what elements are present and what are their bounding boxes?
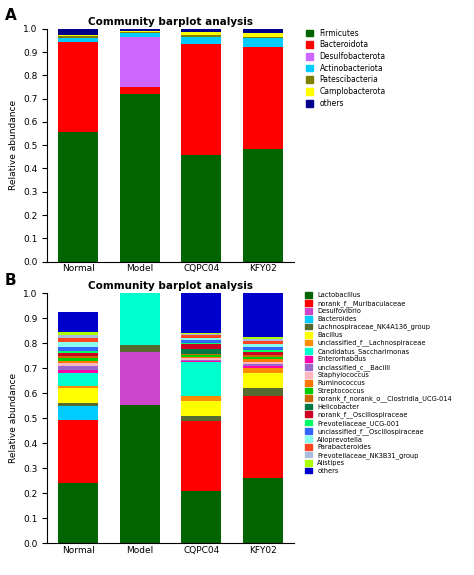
Bar [243,359,283,362]
Bar [243,291,283,337]
Bar [182,349,221,354]
Bar [243,352,283,355]
Bar [182,344,221,349]
Bar [58,388,98,403]
Bar [182,29,221,32]
Bar [182,32,221,35]
Bar [120,291,160,292]
Bar [243,47,283,149]
Bar [243,37,283,38]
Bar [243,478,283,543]
Bar [58,358,98,361]
Bar [243,149,283,262]
Bar [182,401,221,416]
Bar [182,396,221,401]
Bar [182,358,221,359]
Bar [182,343,221,344]
Bar [58,38,98,41]
Bar [58,338,98,342]
Bar [58,29,98,34]
Text: B: B [5,273,17,288]
Bar [243,38,283,47]
Bar [58,406,98,420]
Bar [243,342,283,344]
Bar [182,332,221,333]
Bar [243,368,283,373]
Bar [182,335,221,338]
Bar [120,94,160,262]
Bar [243,366,283,368]
Bar [120,29,160,31]
Bar [58,361,98,363]
Bar [182,35,221,37]
Bar [182,416,221,421]
Bar [58,342,98,347]
Bar [182,37,221,44]
Y-axis label: Relative abundance: Relative abundance [9,373,18,463]
Bar [182,357,221,358]
Bar [58,373,98,386]
Bar [243,344,283,347]
Title: Community barplot analysis: Community barplot analysis [88,281,253,291]
Bar [120,33,160,37]
Bar [182,361,221,362]
Bar [58,420,98,484]
Bar [58,363,98,366]
Bar [243,29,283,33]
Bar [182,293,221,332]
Bar [58,353,98,356]
Bar [58,386,98,388]
Bar [243,356,283,359]
Bar [182,421,221,491]
Bar [243,355,283,356]
Legend: Firmicutes, Bacteroidota, Desulfobacterota, Actinobacteriota, Patescibacteria, C: Firmicutes, Bacteroidota, Desulfobactero… [305,28,387,109]
Bar [58,366,98,370]
Bar [182,491,221,543]
Bar [243,388,283,396]
Bar [243,33,283,37]
Bar [58,356,98,358]
Bar [58,335,98,338]
Bar [243,337,283,339]
Bar [58,370,98,373]
Bar [182,334,221,335]
Bar [182,362,221,396]
Title: Community barplot analysis: Community barplot analysis [88,17,253,26]
Bar [243,339,283,342]
Text: A: A [5,8,17,23]
Bar [182,155,221,262]
Bar [243,396,283,478]
Bar [58,34,98,36]
Bar [243,373,283,388]
Bar [58,312,98,332]
Bar [58,484,98,543]
Bar [182,44,221,155]
Bar [120,352,160,405]
Bar [58,36,98,38]
Bar [243,350,283,352]
Y-axis label: Relative abundance: Relative abundance [9,100,18,190]
Bar [58,332,98,335]
Bar [120,87,160,94]
Bar [182,354,221,355]
Bar [120,292,160,344]
Bar [243,364,283,366]
Bar [58,41,98,132]
Bar [243,347,283,350]
Bar [120,344,160,352]
Bar [58,351,98,353]
Bar [182,340,221,343]
Bar [120,32,160,33]
Bar [120,37,160,87]
Bar [182,355,221,357]
Bar [58,403,98,406]
Bar [120,31,160,32]
Bar [58,132,98,262]
Bar [120,405,160,543]
Legend: Lactobacillus, norank_f__Muribaculaceae, Desulfovibrio, Bacteroides, Lachnospira: Lactobacillus, norank_f__Muribaculaceae,… [305,292,453,474]
Bar [58,347,98,351]
Bar [182,359,221,361]
Bar [182,338,221,340]
Bar [243,362,283,364]
